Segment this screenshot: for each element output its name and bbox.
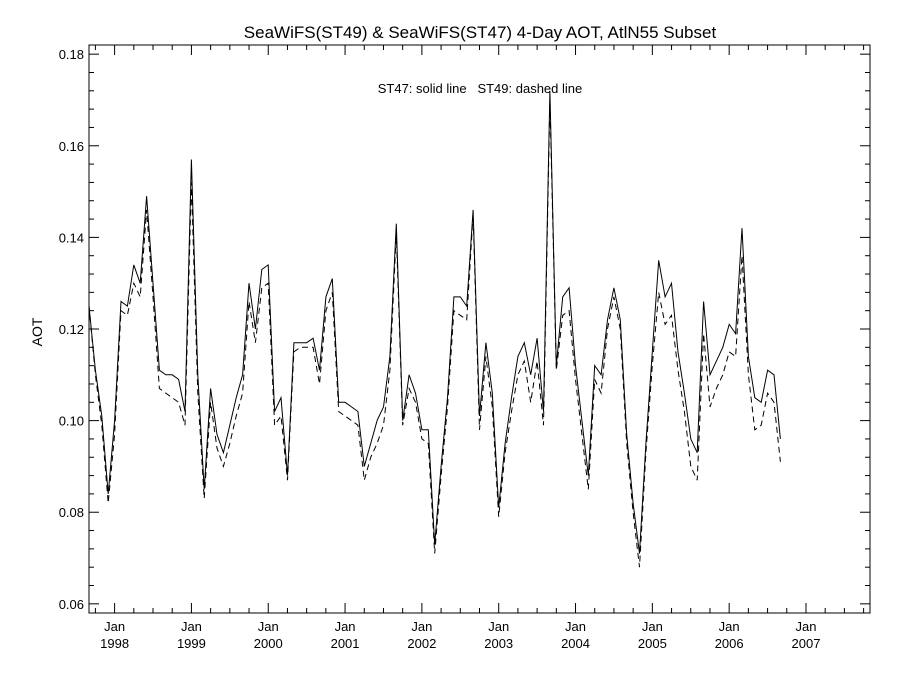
y-tick-label: 0.08 [59,505,84,520]
x-tick-month-label: Jan [642,619,663,634]
series-lines [88,90,781,568]
series-line-st49 [88,99,781,568]
x-tick-month-label: Jan [411,619,432,634]
y-tick-label: 0.06 [59,597,84,612]
x-tick-year-label: 2006 [715,636,744,651]
x-tick-month-label: Jan [104,619,125,634]
x-tick-month-label: Jan [181,619,202,634]
y-axis-label: AOT [29,317,45,346]
series-style-annotation: ST47: solid line ST49: dashed line [378,81,583,96]
x-tick-month-label: Jan [795,619,816,634]
x-tick-year-label: 2001 [331,636,360,651]
y-tick-label: 0.12 [59,322,84,337]
y-tick-label: 0.16 [59,139,84,154]
x-tick-year-label: 2002 [407,636,436,651]
x-tick-month-label: Jan [335,619,356,634]
x-tick-year-label: 1999 [177,636,206,651]
x-tick-year-label: 2007 [792,636,821,651]
axis-ticks: 0.06 0.08 0.10 0.12 0.14 0.16 0.18 Jan 1998 Jan 19… [59,45,870,651]
x-tick-month-label: Jan [488,619,509,634]
plot-frame [88,44,871,614]
x-tick-month-label: Jan [258,619,279,634]
x-tick-year-label: 2004 [561,636,590,651]
x-tick-year-label: 2003 [484,636,513,651]
x-tick-year-label: 1998 [100,636,129,651]
chart-title: SeaWiFS(ST49) & SeaWiFS(ST47) 4-Day AOT,… [244,23,717,42]
y-tick-label: 0.14 [59,230,84,245]
x-tick-year-label: 2005 [638,636,667,651]
y-tick-label: 0.10 [59,414,84,429]
x-tick-month-label: Jan [719,619,740,634]
series-line-st47 [88,90,781,554]
x-tick-month-label: Jan [565,619,586,634]
y-tick-label: 0.18 [59,47,84,62]
x-tick-year-label: 2000 [254,636,283,651]
